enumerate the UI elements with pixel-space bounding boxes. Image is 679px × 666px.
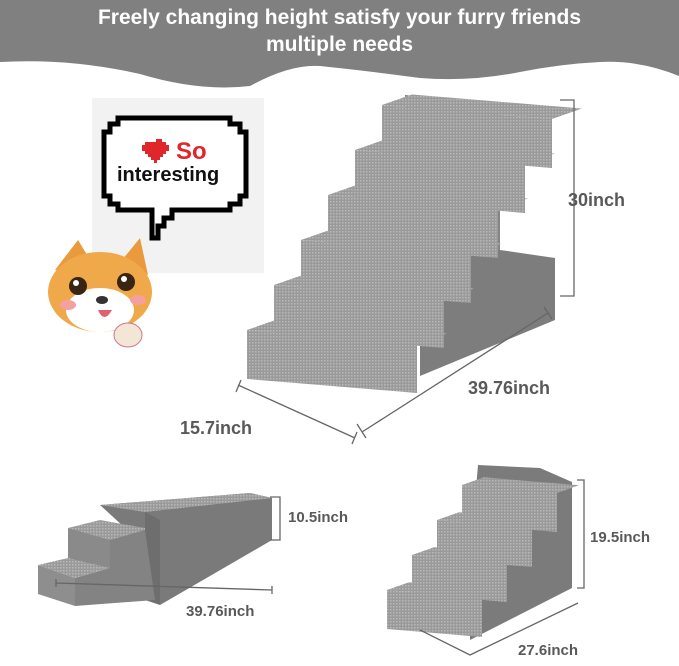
step-tread	[328, 184, 528, 209]
small-height-label: 19.5inch	[590, 529, 651, 546]
step-tread	[412, 547, 529, 563]
dog-cartoon	[48, 238, 152, 348]
large-length-label: 39.76inch	[468, 378, 551, 398]
heart-icon	[142, 139, 169, 163]
header-banner	[0, 0, 679, 88]
step-tread	[301, 229, 501, 254]
step-riser	[247, 330, 417, 393]
speech-bubble-outline	[101, 115, 249, 241]
headline-line-2: multiple needs	[265, 33, 414, 56]
flat-length-label: 39.76inch	[186, 603, 255, 620]
flat-length-line	[55, 579, 273, 594]
dog-eye-left-shine	[73, 280, 79, 286]
flat-stair-top	[100, 493, 272, 512]
step-tread	[38, 558, 110, 578]
flat-stair-side	[100, 493, 272, 605]
step-tread	[462, 477, 579, 493]
step-tread	[387, 582, 504, 598]
small-stair-steps	[387, 477, 579, 637]
flat-stair	[38, 493, 272, 606]
dog-cheek-right	[130, 295, 146, 305]
step-riser	[68, 528, 110, 570]
flat-stair-front	[75, 530, 155, 606]
dog-eye-right	[117, 273, 135, 291]
large-width-line	[235, 379, 358, 445]
speech-bubble	[92, 98, 264, 273]
dog-eye-left	[69, 277, 87, 295]
step-tread	[382, 94, 582, 119]
step-tread	[247, 319, 447, 344]
headline-line-1: Freely changing height satisfy your furr…	[97, 6, 582, 29]
large-stair-steps	[247, 94, 582, 393]
step-riser	[387, 590, 482, 637]
small-height-line	[577, 479, 585, 589]
dog-eye-right-shine	[121, 276, 127, 282]
flat-height-line	[270, 496, 281, 541]
dimension-lines	[55, 99, 585, 656]
bubble-text-so: So	[176, 138, 207, 165]
headline: Freely changing height satisfy your furr…	[0, 4, 679, 58]
dog-nose	[96, 296, 108, 304]
large-width-label: 15.7inch	[180, 418, 253, 438]
large-height-line	[560, 99, 575, 297]
step-tread	[355, 139, 555, 164]
flat-height-label: 10.5inch	[288, 509, 349, 526]
small-stair	[387, 465, 579, 640]
large-stair	[247, 94, 582, 393]
dog-paws	[113, 322, 143, 348]
large-length-line	[356, 306, 553, 439]
large-height-label: 30inch	[568, 190, 626, 210]
small-length-label: 27.6inch	[518, 642, 579, 659]
step-tread	[437, 512, 554, 528]
dog-cheek-left	[60, 300, 76, 310]
bubble-text-interesting: interesting	[117, 164, 220, 186]
step-tread	[274, 274, 474, 299]
small-length-line	[419, 602, 579, 656]
dog-tongue	[98, 310, 112, 317]
